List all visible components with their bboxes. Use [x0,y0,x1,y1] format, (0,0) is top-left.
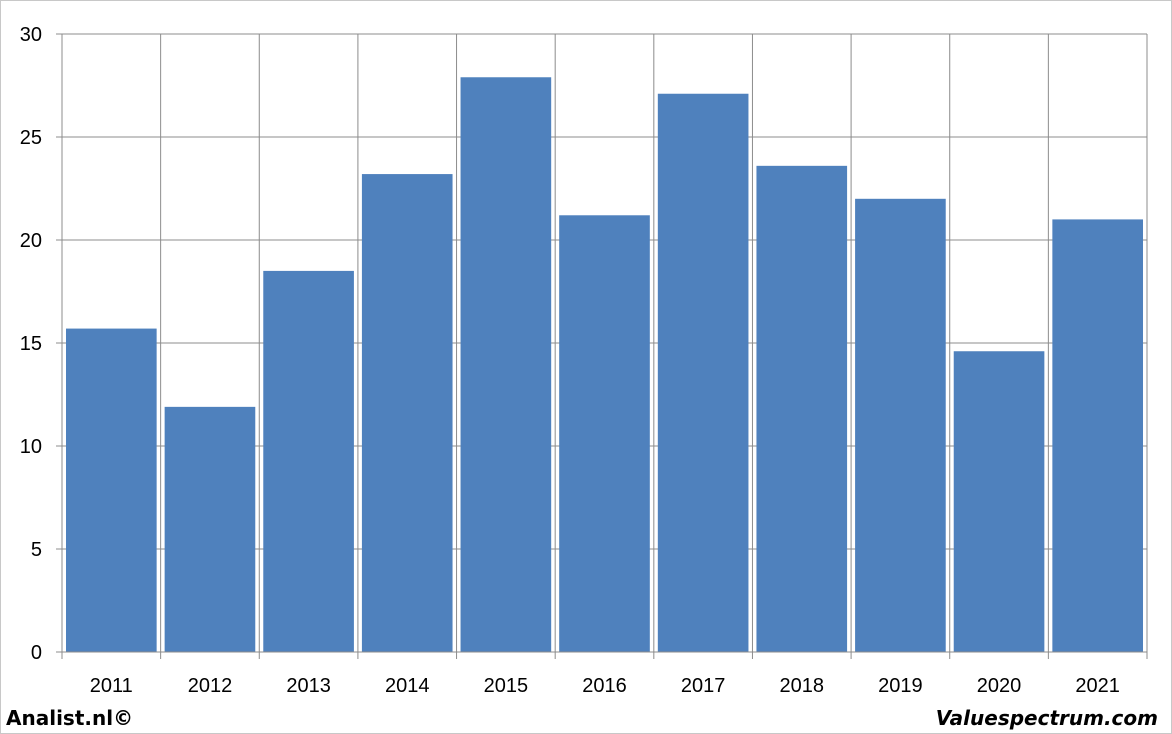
bar-2021 [1052,219,1143,652]
y-tick-label: 10 [20,436,42,458]
x-tick-label-2019: 2019 [878,675,923,697]
x-tick-label-2014: 2014 [385,675,430,697]
x-tick-label-2013: 2013 [286,675,331,697]
x-tick-labels: 2011 2012 2013 2014 2015 2016 2017 2018 2019 2020… [90,675,1120,697]
bar-2019 [855,198,946,653]
bar-2011 [66,328,157,652]
bar-2012 [164,406,256,652]
bar-2020 [953,351,1045,652]
axis-layer [56,33,1148,659]
bar-2014 [361,174,453,652]
bar-2013 [263,270,354,652]
x-tick-label-2011: 2011 [90,675,133,697]
y-tick-label: 20 [20,230,42,252]
bar-2017 [657,93,749,653]
x-tick-label-2020: 2020 [977,675,1022,697]
x-tick-label-2016: 2016 [582,675,627,697]
credit-analist: Analist.nl© [6,706,134,730]
y-tick-labels: 0 5 10 15 20 25 30 [20,24,42,664]
y-tick-label: 25 [20,127,42,149]
y-tick-label: 0 [31,642,42,664]
y-tick-label: 15 [20,333,42,355]
bars-layer [66,77,1143,653]
x-tick-label-2015: 2015 [484,675,529,697]
x-tick-label-2012: 2012 [188,675,233,697]
bar-2018 [756,165,848,652]
credit-valuespectrum: Valuespectrum.com [935,706,1158,730]
grid-layer [61,33,1148,653]
x-tick-label-2017: 2017 [681,675,726,697]
bar-2015 [460,77,552,652]
x-tick-label-2018: 2018 [780,675,825,697]
bar-2016 [559,215,650,652]
x-tick-label-2021: 2021 [1075,675,1120,697]
y-tick-label: 30 [20,24,42,46]
y-tick-label: 5 [31,539,42,561]
